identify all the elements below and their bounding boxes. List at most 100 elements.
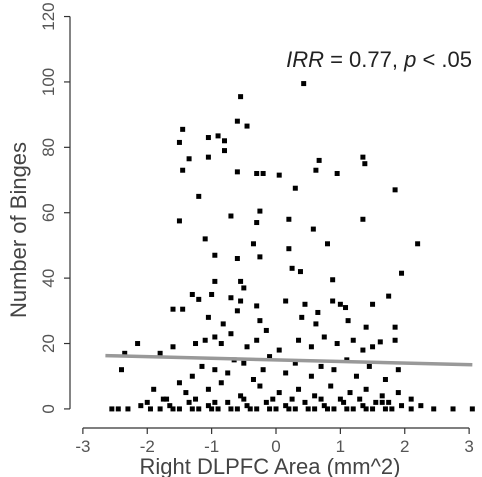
data-point xyxy=(220,321,226,327)
data-point xyxy=(305,406,311,412)
data-point xyxy=(353,373,359,379)
data-point xyxy=(170,344,176,350)
data-point xyxy=(196,406,202,412)
data-point xyxy=(218,341,224,347)
data-point xyxy=(222,138,227,144)
data-point xyxy=(212,399,218,405)
data-point xyxy=(330,298,336,304)
data-point xyxy=(225,370,231,376)
data-point xyxy=(257,254,263,260)
data-point xyxy=(370,406,376,412)
data-point xyxy=(241,396,247,402)
y-tick-label: 0 xyxy=(39,404,58,413)
data-point xyxy=(109,406,115,412)
data-point xyxy=(302,399,308,405)
data-point xyxy=(205,314,211,320)
data-point xyxy=(360,347,366,353)
data-point xyxy=(254,220,260,226)
data-point xyxy=(125,406,131,412)
data-point xyxy=(193,341,199,347)
data-point xyxy=(408,406,414,412)
data-point xyxy=(345,318,351,324)
data-point xyxy=(286,246,292,252)
data-point xyxy=(247,406,253,412)
data-point xyxy=(199,363,205,369)
data-point xyxy=(334,341,340,347)
data-point xyxy=(119,367,124,373)
data-point xyxy=(341,399,347,405)
data-point xyxy=(212,278,218,284)
data-point xyxy=(147,406,153,412)
data-point xyxy=(228,295,234,301)
data-point xyxy=(415,241,421,247)
data-point xyxy=(310,226,316,232)
data-point xyxy=(254,303,260,309)
data-point xyxy=(331,406,337,412)
data-point xyxy=(313,167,319,173)
data-point xyxy=(238,298,244,304)
data-point xyxy=(267,406,273,412)
data-point xyxy=(257,208,263,214)
data-point xyxy=(254,170,260,176)
data-point xyxy=(215,133,221,139)
data-point xyxy=(343,305,349,311)
data-point xyxy=(164,396,170,402)
data-point xyxy=(469,406,475,412)
data-point xyxy=(244,123,250,129)
data-point xyxy=(286,216,292,222)
data-point xyxy=(151,386,157,392)
data-point xyxy=(176,380,182,386)
data-point xyxy=(296,337,302,343)
data-point xyxy=(289,265,295,271)
data-point xyxy=(344,357,350,363)
y-tick-label: 60 xyxy=(39,203,58,222)
data-point xyxy=(241,360,247,366)
data-point xyxy=(418,403,424,409)
data-point xyxy=(180,167,186,173)
data-point xyxy=(160,396,166,402)
data-point xyxy=(205,403,211,409)
data-point xyxy=(315,309,321,315)
data-point xyxy=(312,393,318,399)
data-point xyxy=(189,291,195,297)
ticks: 0 20 40 60 80 100 120 -3 -2 -1 0 1 2 3 xyxy=(39,2,474,456)
data-point xyxy=(222,148,227,154)
data-point xyxy=(408,396,414,402)
annotation-part: p xyxy=(403,47,416,72)
data-point xyxy=(260,367,266,373)
data-point xyxy=(183,390,189,396)
y-tick-label: 40 xyxy=(39,269,58,288)
data-point xyxy=(238,278,244,284)
data-point xyxy=(399,403,405,409)
data-point xyxy=(337,396,343,402)
data-point xyxy=(144,399,150,405)
data-point xyxy=(209,291,215,297)
data-point xyxy=(379,399,385,405)
data-point xyxy=(366,363,372,369)
data-point xyxy=(360,154,366,160)
data-point xyxy=(292,406,298,412)
data-point xyxy=(138,403,144,409)
data-points xyxy=(109,81,475,412)
axes xyxy=(69,16,470,429)
data-point xyxy=(205,386,211,392)
data-point xyxy=(186,156,192,162)
annotation-part: = 0.77, xyxy=(324,47,404,72)
data-point xyxy=(313,321,319,327)
data-point xyxy=(395,390,401,396)
data-point xyxy=(389,406,395,412)
data-point xyxy=(386,399,392,405)
data-point xyxy=(357,396,363,402)
data-point xyxy=(292,360,298,366)
data-point xyxy=(202,236,208,242)
data-point xyxy=(263,327,269,333)
y-tick-label: 100 xyxy=(39,68,58,96)
data-point xyxy=(270,396,276,402)
data-point xyxy=(250,376,256,382)
data-point xyxy=(250,241,256,247)
data-point xyxy=(318,363,324,369)
y-tick-label: 120 xyxy=(39,2,58,30)
data-point xyxy=(234,308,240,314)
data-point xyxy=(228,331,234,337)
x-tick-label: -1 xyxy=(204,437,219,456)
